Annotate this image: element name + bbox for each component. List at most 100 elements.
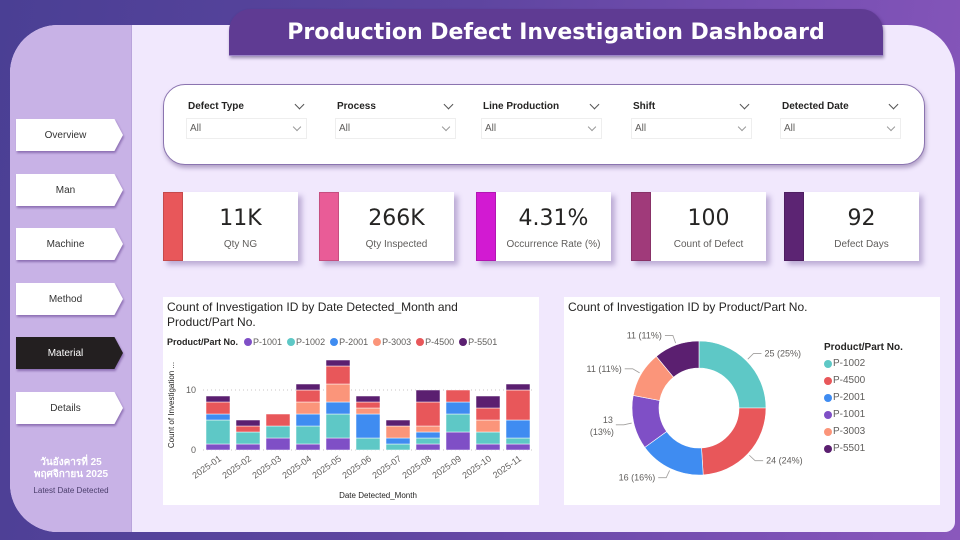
- nav-button-details[interactable]: Details: [16, 392, 123, 424]
- bar-segment-2025-11-p-4500[interactable]: [505, 389, 531, 421]
- shift-dropdown[interactable]: All: [631, 118, 752, 139]
- nav-button-overview[interactable]: Overview: [16, 119, 123, 151]
- bar-segment-2025-08-p-4500[interactable]: [415, 401, 441, 427]
- bar-segment-2025-08-p-5501[interactable]: [415, 389, 441, 403]
- bar-segment-2025-05-p-3003[interactable]: [325, 383, 351, 403]
- legend-item-p-2001[interactable]: P-2001: [330, 337, 368, 347]
- bar-segment-2025-06-p-4500[interactable]: [355, 401, 381, 409]
- slicer-header[interactable]: Defect Type: [186, 99, 307, 113]
- legend-item-p-3003[interactable]: P-3003: [824, 426, 898, 437]
- legend-dot-icon: [824, 359, 832, 368]
- bar-segment-2025-07-p-1002[interactable]: [385, 443, 411, 451]
- bar-segment-2025-10-p-1001[interactable]: [475, 443, 501, 451]
- bar-segment-2025-08-p-1002[interactable]: [415, 437, 441, 445]
- nav-button-material[interactable]: Material: [16, 337, 123, 369]
- bar-segment-2025-09-p-4500[interactable]: [445, 389, 471, 403]
- bar-segment-2025-02-p-5501[interactable]: [235, 419, 261, 427]
- bar-segment-2025-04-p-4500[interactable]: [295, 389, 321, 403]
- bar-segment-2025-03-p-1001[interactable]: [265, 437, 291, 451]
- donut-slice-p-5501[interactable]: [655, 340, 700, 378]
- data-label: 16 (16%): [619, 473, 656, 483]
- legend-label: P-5501: [468, 337, 498, 347]
- bar-segment-2025-02-p-4500[interactable]: [235, 425, 261, 433]
- chevron-down-icon[interactable]: [739, 99, 750, 109]
- bar-segment-2025-11-p-1002[interactable]: [505, 437, 531, 445]
- bar-segment-2025-10-p-3003[interactable]: [475, 419, 501, 433]
- slicer-header[interactable]: Line Production: [481, 99, 602, 113]
- bar-segment-2025-09-p-1002[interactable]: [445, 413, 471, 433]
- bar-segment-2025-06-p-1002[interactable]: [355, 437, 381, 451]
- legend-item-p-1002[interactable]: P-1002: [824, 358, 898, 369]
- legend-label: P-3003: [382, 337, 412, 347]
- legend-item-p-4500[interactable]: P-4500: [416, 337, 454, 347]
- nav-button-man[interactable]: Man: [16, 174, 123, 206]
- latest-date-line1: วันอังคารที่ 25: [40, 457, 102, 468]
- bar-segment-2025-06-p-5501[interactable]: [355, 395, 381, 403]
- legend-items: P-1002 P-4500 P-2001 P-1001 P-3003 P-5501: [824, 358, 903, 454]
- bar-segment-2025-05-p-4500[interactable]: [325, 365, 351, 385]
- bar-chart-card[interactable]: Count of Investigation ID by Date Detect…: [163, 297, 539, 505]
- bar-segment-2025-01-p-4500[interactable]: [205, 401, 231, 415]
- bar-segment-2025-07-p-2001[interactable]: [385, 437, 411, 445]
- donut-chart-card[interactable]: Count of Investigation ID by Product/Par…: [564, 297, 940, 505]
- bar-segment-2025-05-p-1002[interactable]: [325, 413, 351, 439]
- defect-type-dropdown[interactable]: All: [186, 118, 307, 139]
- legend-item-p-1001[interactable]: P-1001: [824, 409, 898, 420]
- bar-segment-2025-06-p-3003[interactable]: [355, 407, 381, 415]
- bar-segment-2025-09-p-2001[interactable]: [445, 401, 471, 415]
- bar-segment-2025-10-p-4500[interactable]: [475, 407, 501, 421]
- bar-segment-2025-02-p-1001[interactable]: [235, 443, 261, 451]
- bar-segment-2025-01-p-1002[interactable]: [205, 419, 231, 445]
- data-label: 24 (24%): [766, 456, 803, 466]
- bar-segment-2025-03-p-4500[interactable]: [265, 413, 291, 427]
- legend-item-p-5501[interactable]: P-5501: [824, 443, 898, 454]
- bar-segment-2025-04-p-1001[interactable]: [295, 443, 321, 451]
- bar-segment-2025-08-p-2001[interactable]: [415, 431, 441, 439]
- bar-segment-2025-01-p-5501[interactable]: [205, 395, 231, 403]
- chevron-down-icon[interactable]: [294, 99, 305, 109]
- bar-segment-2025-04-p-5501[interactable]: [295, 383, 321, 391]
- slicer-header[interactable]: Shift: [631, 99, 752, 113]
- nav-button-machine[interactable]: Machine: [16, 228, 123, 260]
- bar-segment-2025-05-p-2001[interactable]: [325, 401, 351, 415]
- donut-slice-p-4500[interactable]: [701, 407, 767, 476]
- legend-item-p-4500[interactable]: P-4500: [824, 375, 898, 386]
- bar-segment-2025-10-p-5501[interactable]: [475, 395, 501, 409]
- bar-segment-2025-07-p-5501[interactable]: [385, 419, 411, 427]
- bar-segment-2025-01-p-2001[interactable]: [205, 413, 231, 421]
- bar-segment-2025-02-p-1002[interactable]: [235, 431, 261, 445]
- bar-segment-2025-09-p-1001[interactable]: [445, 431, 471, 451]
- slicer-header[interactable]: Process: [335, 99, 456, 113]
- legend-dot-icon: [244, 338, 253, 346]
- bar-segment-2025-11-p-5501[interactable]: [505, 383, 531, 391]
- legend-item-p-3003[interactable]: P-3003: [373, 337, 411, 347]
- nav-button-method[interactable]: Method: [16, 283, 123, 315]
- chevron-down-icon[interactable]: [888, 99, 899, 109]
- detected-date-dropdown[interactable]: All: [780, 118, 901, 139]
- donut-slice-p-1002[interactable]: [698, 340, 767, 409]
- legend-item-p-1001[interactable]: P-1001: [244, 337, 282, 347]
- line-production-dropdown[interactable]: All: [481, 118, 602, 139]
- legend-item-p-5501[interactable]: P-5501: [459, 337, 497, 347]
- bar-segment-2025-11-p-1001[interactable]: [505, 443, 531, 451]
- chevron-down-icon[interactable]: [443, 99, 454, 109]
- bar-segment-2025-01-p-1001[interactable]: [205, 443, 231, 451]
- bar-segment-2025-08-p-3003[interactable]: [415, 425, 441, 433]
- legend-item-p-1002[interactable]: P-1002: [287, 337, 325, 347]
- bar-segment-2025-05-p-1001[interactable]: [325, 437, 351, 451]
- bar-segment-2025-03-p-1002[interactable]: [265, 425, 291, 439]
- bar-segment-2025-04-p-2001[interactable]: [295, 413, 321, 427]
- slicer-header[interactable]: Detected Date: [780, 99, 901, 113]
- bar-segment-2025-05-p-5501[interactable]: [325, 359, 351, 367]
- kpi-card-qty-ng: 11K Qty NG: [163, 192, 298, 261]
- bar-segment-2025-11-p-2001[interactable]: [505, 419, 531, 439]
- bar-segment-2025-10-p-1002[interactable]: [475, 431, 501, 445]
- chevron-down-icon[interactable]: [589, 99, 600, 109]
- bar-segment-2025-07-p-3003[interactable]: [385, 425, 411, 439]
- legend-item-p-2001[interactable]: P-2001: [824, 392, 898, 403]
- bar-segment-2025-08-p-1001[interactable]: [415, 443, 441, 451]
- bar-segment-2025-04-p-1002[interactable]: [295, 425, 321, 445]
- bar-segment-2025-04-p-3003[interactable]: [295, 401, 321, 415]
- process-dropdown[interactable]: All: [335, 118, 456, 139]
- bar-segment-2025-06-p-2001[interactable]: [355, 413, 381, 439]
